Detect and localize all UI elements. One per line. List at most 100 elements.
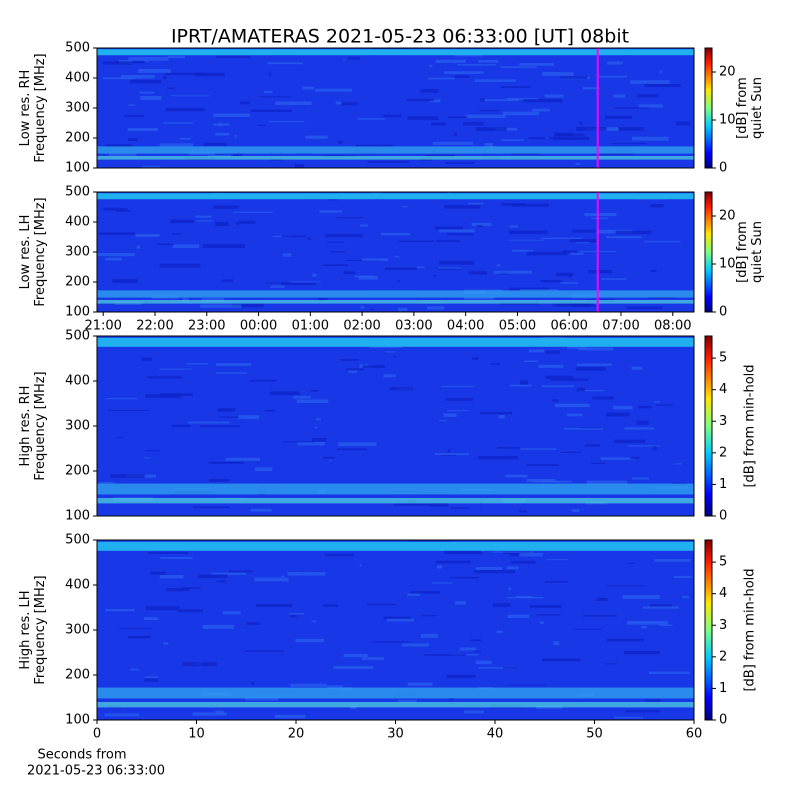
spectrogram-texture xyxy=(348,56,360,60)
spectrogram-texture xyxy=(608,127,644,131)
spectrogram-texture xyxy=(496,264,501,267)
x-tick-label: 50 xyxy=(586,727,603,742)
spectrogram-band xyxy=(97,687,694,699)
x-axis-label: 2021-05-23 06:33:00 xyxy=(27,764,165,779)
spectrogram-texture xyxy=(575,367,606,371)
spectrogram-texture xyxy=(436,565,443,569)
x-tick-label: 20 xyxy=(288,727,305,742)
spectrogram-texture xyxy=(245,650,284,652)
x-tick-label: 01:00 xyxy=(292,319,329,334)
spectrogram-texture xyxy=(238,220,256,224)
spectrogram-texture xyxy=(477,455,519,460)
spectrogram-texture xyxy=(589,240,598,243)
spectrogram-band xyxy=(97,156,694,160)
spectrogram-texture xyxy=(198,574,228,578)
spectrogram-texture xyxy=(446,674,476,679)
spectrogram-texture xyxy=(109,474,145,479)
spectrogram-texture xyxy=(654,559,691,562)
spectrogram-texture xyxy=(296,399,329,404)
spectrogram-texture xyxy=(216,372,247,374)
spectrogram-texture xyxy=(577,347,614,351)
spectrogram-texture xyxy=(519,552,543,557)
spectrogram-texture xyxy=(626,306,663,310)
spectrogram-texture xyxy=(643,606,679,609)
spectrogram-texture xyxy=(275,101,312,105)
spectrogram-texture xyxy=(362,365,385,369)
spectrogram-texture xyxy=(359,564,362,567)
x-tick-label: 06:00 xyxy=(550,319,587,334)
colorbar-tick-label: 0 xyxy=(719,305,727,320)
spectrogram-texture xyxy=(182,587,201,589)
y-axis-label: High res. RH xyxy=(18,386,33,467)
spectrogram-texture xyxy=(582,615,617,617)
y-axis-label: Frequency [MHz] xyxy=(33,371,48,480)
spectrogram-texture xyxy=(338,140,343,144)
spectrogram-texture xyxy=(459,647,477,651)
spectrogram-texture xyxy=(502,667,516,669)
spectrogram-texture xyxy=(506,596,544,599)
y-axis-label: Frequency [MHz] xyxy=(33,575,48,684)
spectrogram-texture xyxy=(526,464,560,467)
colorbar-tick-label: 10 xyxy=(719,257,736,272)
spectrogram-texture xyxy=(682,596,689,599)
spectrogram-texture xyxy=(171,233,182,235)
spectrogram-texture xyxy=(607,61,623,65)
spectrogram-texture xyxy=(624,427,655,430)
colorbar-tick-label: 4 xyxy=(719,382,727,397)
y-tick-label: 300 xyxy=(65,419,90,434)
spectrogram-texture xyxy=(505,474,528,478)
spectrogram-texture xyxy=(553,641,560,646)
spectrogram-texture xyxy=(370,308,373,311)
spectrogram-texture xyxy=(563,428,603,430)
spectrogram-texture xyxy=(139,91,155,94)
spectrogram-texture xyxy=(120,75,155,79)
spectrogram-texture xyxy=(144,60,149,63)
spectrogram-texture xyxy=(509,225,518,228)
spectrogram-texture xyxy=(604,663,618,665)
spectrogram-texture xyxy=(282,253,292,257)
spectrogram-texture xyxy=(268,120,305,123)
spectrogram-texture xyxy=(307,237,311,240)
spectrogram-texture xyxy=(108,152,137,157)
spectrogram-texture xyxy=(124,114,145,118)
spectrogram-texture xyxy=(648,671,690,674)
spectrogram-texture xyxy=(560,76,588,79)
spectrogram-texture xyxy=(136,245,141,249)
spectrogram-texture xyxy=(435,59,466,63)
spectrogram-texture xyxy=(474,79,516,82)
spectrogram-texture xyxy=(406,98,435,102)
spectrogram-texture xyxy=(444,205,481,209)
spectrogram-texture xyxy=(493,270,533,274)
y-tick-label: 400 xyxy=(65,215,90,230)
spectrogram-texture xyxy=(429,64,433,68)
spectrogram-texture xyxy=(140,95,162,100)
spectrogram-texture xyxy=(115,210,131,212)
spectrogram-texture xyxy=(569,274,572,279)
spectrogram-texture xyxy=(407,593,421,596)
spectrogram-texture xyxy=(600,457,636,460)
spectrogram-texture xyxy=(211,572,247,575)
spectrogram-texture xyxy=(215,55,251,59)
spectrogram-texture xyxy=(501,139,524,141)
spectrogram-texture xyxy=(263,90,273,94)
spectrogram-band xyxy=(97,483,694,495)
spectrogram-texture xyxy=(167,55,186,59)
spectrogram-texture xyxy=(612,142,647,145)
spectrogram-texture xyxy=(359,224,368,227)
spectrogram-texture xyxy=(257,124,267,127)
spectrogram-texture xyxy=(592,396,614,400)
spectrogram-texture xyxy=(238,415,260,420)
spectrogram-texture xyxy=(606,412,630,417)
spectrogram-texture xyxy=(127,635,150,639)
spectrogram-texture xyxy=(200,304,242,308)
spectrogram-texture xyxy=(323,604,338,607)
spectrogram-texture xyxy=(637,406,652,409)
y-axis-label: Low res. RH xyxy=(18,70,33,147)
spectrogram-texture xyxy=(99,481,115,484)
spectrogram-texture xyxy=(370,48,409,50)
spectrogram-texture xyxy=(335,101,342,105)
spectrogram-texture xyxy=(216,580,226,583)
y-axis-label: High res. LH xyxy=(18,590,33,669)
spectrogram-texture xyxy=(325,233,363,238)
spectrogram-texture xyxy=(446,233,474,236)
